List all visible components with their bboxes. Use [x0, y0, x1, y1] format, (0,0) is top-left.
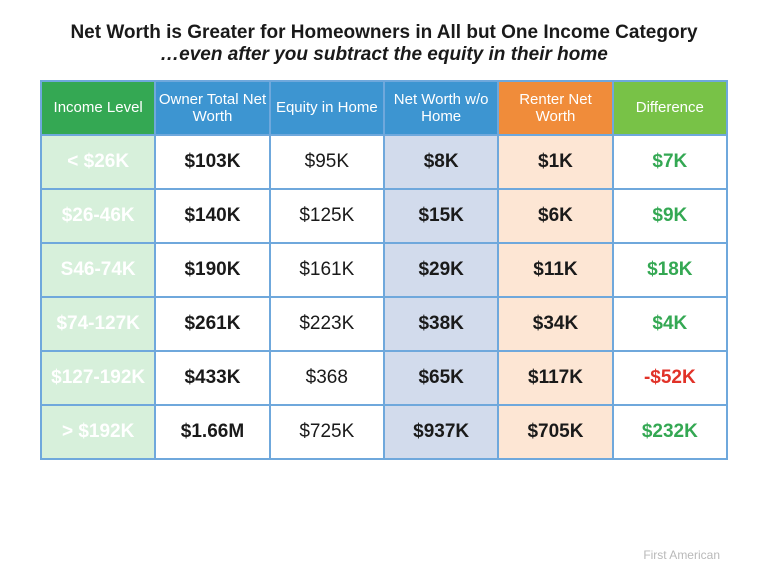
- cell-r2-c5: $18K: [613, 243, 727, 297]
- cell-r3-c0: $74-127K: [41, 297, 155, 351]
- cell-r3-c1: $261K: [155, 297, 269, 351]
- table-row: > $192K$1.66M$725K$937K$705K$232K: [41, 405, 727, 459]
- cell-r5-c3: $937K: [384, 405, 498, 459]
- source-credit: First American: [643, 548, 720, 562]
- title-line-1: Net Worth is Greater for Homeowners in A…: [40, 22, 728, 44]
- cell-r0-c3: $8K: [384, 135, 498, 189]
- col-header-0: Income Level: [41, 81, 155, 135]
- cell-r3-c3: $38K: [384, 297, 498, 351]
- col-header-1: Owner Total Net Worth: [155, 81, 269, 135]
- cell-r0-c5: $7K: [613, 135, 727, 189]
- chart-title: Net Worth is Greater for Homeowners in A…: [40, 22, 728, 66]
- cell-r3-c4: $34K: [498, 297, 612, 351]
- col-header-3: Net Worth w/o Home: [384, 81, 498, 135]
- net-worth-table: Income LevelOwner Total Net WorthEquity …: [40, 80, 728, 460]
- cell-r5-c4: $705K: [498, 405, 612, 459]
- cell-r5-c0: > $192K: [41, 405, 155, 459]
- cell-r4-c1: $433K: [155, 351, 269, 405]
- cell-r4-c0: $127-192K: [41, 351, 155, 405]
- cell-r1-c3: $15K: [384, 189, 498, 243]
- table-row: $74-127K$261K$223K$38K$34K$4K: [41, 297, 727, 351]
- table-body: < $26K$103K$95K$8K$1K$7K$26-46K$140K$125…: [41, 135, 727, 459]
- cell-r3-c5: $4K: [613, 297, 727, 351]
- cell-r2-c2: $161K: [270, 243, 384, 297]
- cell-r5-c2: $725K: [270, 405, 384, 459]
- cell-r1-c0: $26-46K: [41, 189, 155, 243]
- cell-r1-c4: $6K: [498, 189, 612, 243]
- cell-r4-c3: $65K: [384, 351, 498, 405]
- cell-r2-c1: $190K: [155, 243, 269, 297]
- cell-r5-c1: $1.66M: [155, 405, 269, 459]
- cell-r1-c1: $140K: [155, 189, 269, 243]
- cell-r2-c3: $29K: [384, 243, 498, 297]
- col-header-2: Equity in Home: [270, 81, 384, 135]
- cell-r2-c0: S46-74K: [41, 243, 155, 297]
- cell-r2-c4: $11K: [498, 243, 612, 297]
- table-row: S46-74K$190K$161K$29K$11K$18K: [41, 243, 727, 297]
- title-line-2: …even after you subtract the equity in t…: [40, 44, 728, 66]
- cell-r0-c1: $103K: [155, 135, 269, 189]
- cell-r4-c5: -$52K: [613, 351, 727, 405]
- table-row: < $26K$103K$95K$8K$1K$7K: [41, 135, 727, 189]
- table-row: $127-192K$433K$368$65K$117K-$52K: [41, 351, 727, 405]
- col-header-5: Difference: [613, 81, 727, 135]
- cell-r0-c4: $1K: [498, 135, 612, 189]
- cell-r5-c5: $232K: [613, 405, 727, 459]
- table-row: $26-46K$140K$125K$15K$6K$9K: [41, 189, 727, 243]
- table-header-row: Income LevelOwner Total Net WorthEquity …: [41, 81, 727, 135]
- cell-r0-c0: < $26K: [41, 135, 155, 189]
- cell-r4-c4: $117K: [498, 351, 612, 405]
- cell-r1-c2: $125K: [270, 189, 384, 243]
- col-header-4: Renter Net Worth: [498, 81, 612, 135]
- cell-r1-c5: $9K: [613, 189, 727, 243]
- cell-r0-c2: $95K: [270, 135, 384, 189]
- cell-r3-c2: $223K: [270, 297, 384, 351]
- cell-r4-c2: $368: [270, 351, 384, 405]
